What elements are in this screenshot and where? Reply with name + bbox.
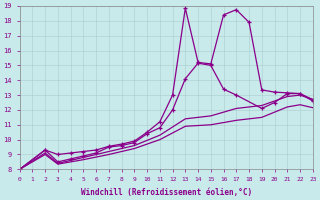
X-axis label: Windchill (Refroidissement éolien,°C): Windchill (Refroidissement éolien,°C) [81,188,252,197]
